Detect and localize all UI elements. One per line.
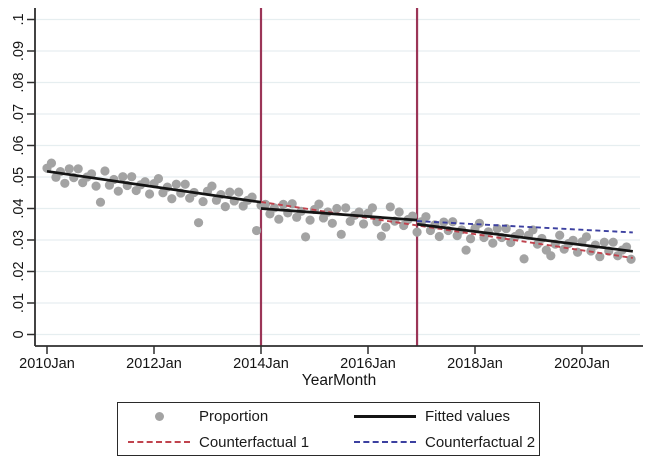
scatter-point bbox=[381, 222, 391, 232]
fitted-line-icon bbox=[354, 414, 416, 418]
scatter-point bbox=[336, 229, 346, 239]
scatter-point bbox=[95, 197, 106, 207]
y-tick-label: .05 bbox=[11, 167, 27, 187]
scatter-point bbox=[394, 207, 404, 217]
y-tick-label: .07 bbox=[11, 104, 27, 124]
scatter-point bbox=[225, 187, 235, 197]
y-tick-label: .06 bbox=[11, 135, 27, 155]
scatter-point bbox=[434, 231, 444, 242]
legend-item-proportion: Proportion bbox=[118, 404, 344, 428]
scatter-point bbox=[64, 164, 74, 174]
scatter-point bbox=[171, 179, 181, 189]
scatter-point bbox=[367, 203, 378, 213]
legend-item-counterfactual1: Counterfactual 1 bbox=[118, 430, 344, 454]
scatter-point bbox=[198, 196, 208, 207]
scatter-point bbox=[118, 172, 128, 182]
scatter-point bbox=[376, 231, 386, 241]
y-tick-label: .1 bbox=[11, 13, 27, 25]
fitted-line-segment bbox=[416, 222, 633, 253]
scatter-point bbox=[519, 254, 529, 264]
scatter-point bbox=[60, 178, 70, 188]
scatter-point bbox=[193, 218, 204, 228]
scatter-point bbox=[305, 215, 315, 225]
x-tick-label: 2018Jan bbox=[447, 356, 503, 372]
y-tick-label: .02 bbox=[11, 261, 27, 281]
legend-label: Proportion bbox=[199, 407, 269, 425]
scatter-point bbox=[599, 237, 609, 247]
scatter-point bbox=[234, 187, 244, 197]
scatter-point bbox=[492, 224, 502, 234]
scatter-point bbox=[354, 207, 364, 217]
scatter-point bbox=[626, 254, 636, 264]
scatter-point bbox=[180, 179, 190, 189]
counterfactual2-line-icon bbox=[354, 441, 416, 443]
scatter-point bbox=[385, 202, 395, 212]
scatter-point bbox=[314, 199, 324, 209]
scatter-point bbox=[327, 218, 337, 228]
x-axis-title: YearMonth bbox=[302, 372, 376, 389]
y-tick-label: .01 bbox=[11, 293, 27, 313]
scatter-point bbox=[448, 217, 458, 227]
scatter-point bbox=[144, 189, 155, 199]
legend-item-counterfactual2: Counterfactual 2 bbox=[344, 430, 539, 454]
scatter-point bbox=[113, 186, 123, 196]
y-tick-label: .08 bbox=[11, 72, 27, 92]
legend-label: Counterfactual 2 bbox=[425, 433, 536, 451]
scatter-point bbox=[251, 225, 262, 236]
scatter-point bbox=[461, 245, 471, 255]
scatter-point bbox=[300, 232, 311, 242]
x-tick-label: 2012Jan bbox=[126, 356, 182, 372]
scatter-point bbox=[127, 172, 137, 182]
y-tick-label: 0 bbox=[11, 330, 27, 338]
plot-area: 0 .01 .02 .03 .04 .05 .06 .07 .08 .09 .1 2010Jan 201… bbox=[11, 8, 643, 389]
scatter-point bbox=[278, 199, 288, 210]
scatter-point bbox=[488, 238, 498, 248]
scatter-point bbox=[581, 232, 592, 242]
scatter-point bbox=[412, 227, 422, 237]
scatter-point bbox=[220, 202, 230, 212]
legend-label: Fitted values bbox=[425, 407, 511, 425]
scatter-point bbox=[153, 173, 164, 184]
scatter-point bbox=[100, 166, 110, 176]
counterfactual2-line bbox=[417, 220, 633, 234]
y-tick-label: .09 bbox=[11, 41, 27, 61]
scatter-point bbox=[332, 203, 342, 214]
scatter-point bbox=[73, 164, 83, 174]
counterfactual1-line-icon bbox=[128, 441, 190, 443]
scatter-point bbox=[465, 234, 476, 244]
legend-item-fitted: Fitted values bbox=[344, 404, 539, 428]
scatter-point bbox=[546, 251, 556, 261]
scatter-point bbox=[608, 237, 618, 247]
scatter-point bbox=[46, 158, 57, 168]
scatter-point bbox=[421, 212, 431, 222]
legend: Proportion Fitted values Counterfactual … bbox=[117, 402, 540, 456]
scatter-point bbox=[474, 218, 485, 228]
fitted-line-segment bbox=[260, 207, 418, 222]
scatter-point bbox=[595, 252, 605, 262]
scatter-point bbox=[274, 214, 284, 224]
scatter-point bbox=[167, 194, 177, 204]
scatter-point bbox=[207, 181, 217, 191]
scatter-point bbox=[358, 219, 369, 229]
x-tick-label: 2014Jan bbox=[233, 356, 289, 372]
x-tick-label: 2020Jan bbox=[554, 356, 610, 372]
y-tick-label: .04 bbox=[11, 198, 27, 218]
fitted-line-segment bbox=[46, 169, 262, 204]
x-tick-label: 2010Jan bbox=[19, 356, 75, 372]
y-tick-label: .03 bbox=[11, 230, 27, 250]
scatter-point bbox=[341, 203, 351, 213]
counterfactual1-line bbox=[260, 200, 633, 259]
scatter-point bbox=[555, 230, 565, 240]
proportion-marker-icon bbox=[154, 411, 164, 421]
x-tick-label: 2016Jan bbox=[340, 356, 396, 372]
legend-label: Counterfactual 1 bbox=[199, 433, 310, 451]
scatter-point bbox=[91, 181, 101, 191]
